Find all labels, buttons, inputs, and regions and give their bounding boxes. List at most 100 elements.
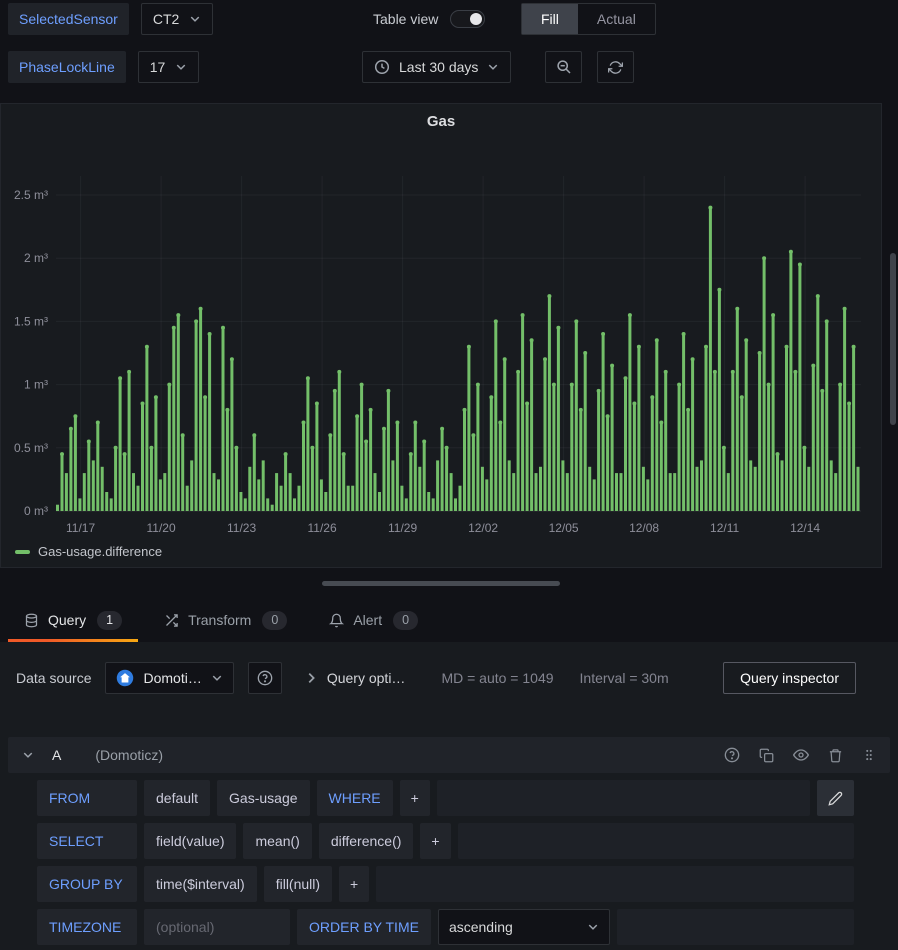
copy-icon[interactable] (759, 748, 774, 763)
select-difference-segment[interactable]: difference() (318, 823, 414, 859)
page-scrollbar[interactable] (890, 253, 896, 425)
from-measurement-segment[interactable]: Gas-usage (217, 780, 310, 816)
svg-text:1 m³: 1 m³ (24, 378, 48, 392)
timezone-row: TIMEZONE (optional) ORDER BY TIME ascend… (37, 909, 854, 945)
select-mean-segment[interactable]: mean() (243, 823, 312, 859)
group-by-fill-segment[interactable]: fill(null) (263, 866, 333, 902)
domoticz-logo-icon (116, 669, 134, 687)
group-by-keyword: GROUP BY (37, 866, 137, 902)
variable-phase-lock-line-dropdown[interactable]: 17 (137, 51, 200, 83)
time-range-picker[interactable]: Last 30 days (362, 51, 512, 83)
timezone-row-filler[interactable] (616, 909, 854, 945)
add-select-part-button[interactable]: + (420, 823, 451, 859)
svg-text:0 m³: 0 m³ (24, 504, 48, 518)
query-row-actions (724, 747, 876, 763)
svg-text:12/08: 12/08 (629, 521, 659, 535)
table-view-control: Table view (373, 3, 486, 35)
query-datasource-hint: (Domoticz) (95, 747, 164, 763)
chevron-down-icon (175, 61, 187, 73)
svg-text:11/29: 11/29 (388, 521, 417, 535)
timezone-input[interactable]: (optional) (144, 909, 290, 945)
variable-selected-sensor-label: SelectedSensor (8, 3, 129, 35)
topbar: SelectedSensor CT2 PhaseLockLine 17 Tabl… (0, 0, 898, 103)
table-view-toggle[interactable] (450, 10, 486, 28)
fill-actual-radio-group: Fill Actual (521, 3, 656, 35)
timezone-keyword: TIMEZONE (37, 909, 137, 945)
chevron-right-icon[interactable] (304, 671, 318, 685)
variable-selected-sensor: SelectedSensor CT2 (8, 3, 214, 35)
from-policy-segment[interactable]: default (144, 780, 211, 816)
data-source-label: Data source (16, 670, 92, 686)
variable-selected-sensor-value: CT2 (152, 11, 180, 27)
panel-title[interactable]: Gas (426, 112, 456, 130)
query-row-header[interactable]: A (Domoticz) (8, 737, 890, 773)
data-source-help-button[interactable] (247, 662, 282, 694)
from-row-filler[interactable] (436, 780, 810, 816)
datasource-toolbar: Data source Domoti… Query opti… MD = aut… (16, 662, 856, 694)
gas-panel: Gas 11/17 11/20 11/23 11/26 11/29 12/02 12/05 1… (0, 103, 882, 568)
clock-icon (374, 59, 390, 75)
svg-text:11/20: 11/20 (147, 521, 176, 535)
select-row-filler[interactable] (457, 823, 854, 859)
tab-transform[interactable]: Transform 0 (148, 598, 303, 642)
variable-phase-lock-line-value: 17 (149, 59, 166, 75)
query-editor: Data source Domoti… Query opti… MD = aut… (0, 642, 898, 950)
transform-count-badge: 0 (262, 610, 288, 630)
bell-icon (329, 613, 345, 628)
order-by-select[interactable]: ascending (437, 909, 610, 945)
toggle-knob (470, 13, 483, 25)
svg-text:1.5 m³: 1.5 m³ (14, 314, 48, 328)
order-by-value: ascending (448, 919, 513, 935)
editor-tabs: Query 1 Transform 0 Alert 0 (0, 598, 898, 642)
refresh-button[interactable] (597, 51, 634, 83)
variable-phase-lock-line: PhaseLockLine 17 (8, 51, 200, 83)
from-keyword: FROM (37, 780, 137, 816)
legend: Gas-usage.difference (1, 538, 881, 565)
chevron-down-icon (211, 672, 223, 684)
tab-query[interactable]: Query 1 (8, 598, 139, 642)
variable-selected-sensor-dropdown[interactable]: CT2 (140, 3, 214, 35)
select-keyword: SELECT (37, 823, 137, 859)
refresh-icon (608, 60, 623, 75)
svg-text:12/14: 12/14 (790, 521, 820, 535)
add-condition-button[interactable]: + (399, 780, 430, 816)
fill-option[interactable]: Fill (522, 4, 578, 34)
drag-handle-icon[interactable] (862, 748, 876, 762)
group-by-row-filler[interactable] (376, 866, 854, 902)
edit-raw-query-button[interactable] (817, 780, 854, 816)
eye-icon[interactable] (793, 747, 809, 763)
gas-chart: 11/17 11/20 11/23 11/26 11/29 12/02 12/05 12/08… (14, 176, 861, 535)
interval-text: Interval = 30m (579, 670, 669, 686)
tab-query-label: Query (48, 612, 87, 628)
order-by-keyword: ORDER BY TIME (297, 909, 431, 945)
help-icon[interactable] (724, 747, 740, 763)
zoom-out-icon (556, 59, 572, 75)
svg-text:2.5 m³: 2.5 m³ (14, 188, 48, 202)
tab-transform-label: Transform (188, 612, 252, 628)
legend-label[interactable]: Gas-usage.difference (38, 544, 163, 559)
group-by-time-segment[interactable]: time($interval) (144, 866, 257, 902)
collapse-chevron-icon[interactable] (22, 749, 34, 761)
select-row: SELECT field(value) mean() difference() … (37, 823, 854, 859)
trash-icon[interactable] (828, 748, 843, 763)
add-group-by-button[interactable]: + (339, 866, 370, 902)
tab-alert[interactable]: Alert 0 (313, 598, 434, 642)
svg-text:12/11: 12/11 (710, 521, 739, 535)
actual-option[interactable]: Actual (578, 4, 655, 34)
data-source-value: Domoti… (143, 670, 202, 686)
time-range-label: Last 30 days (399, 59, 479, 75)
zoom-out-button[interactable] (545, 51, 582, 83)
query-inspector-button[interactable]: Query inspector (723, 662, 856, 694)
resize-handle[interactable] (322, 580, 560, 586)
svg-text:0.5 m³: 0.5 m³ (14, 441, 48, 455)
database-icon (24, 613, 39, 628)
splitter-zone (0, 568, 882, 598)
svg-text:12/02: 12/02 (468, 521, 498, 535)
svg-text:2 m³: 2 m³ (24, 251, 48, 265)
select-field-segment[interactable]: field(value) (144, 823, 237, 859)
query-options-label[interactable]: Query opti… (326, 670, 406, 686)
tab-alert-label: Alert (353, 612, 383, 628)
data-source-picker[interactable]: Domoti… (105, 662, 234, 694)
where-segment[interactable]: WHERE (316, 780, 393, 816)
